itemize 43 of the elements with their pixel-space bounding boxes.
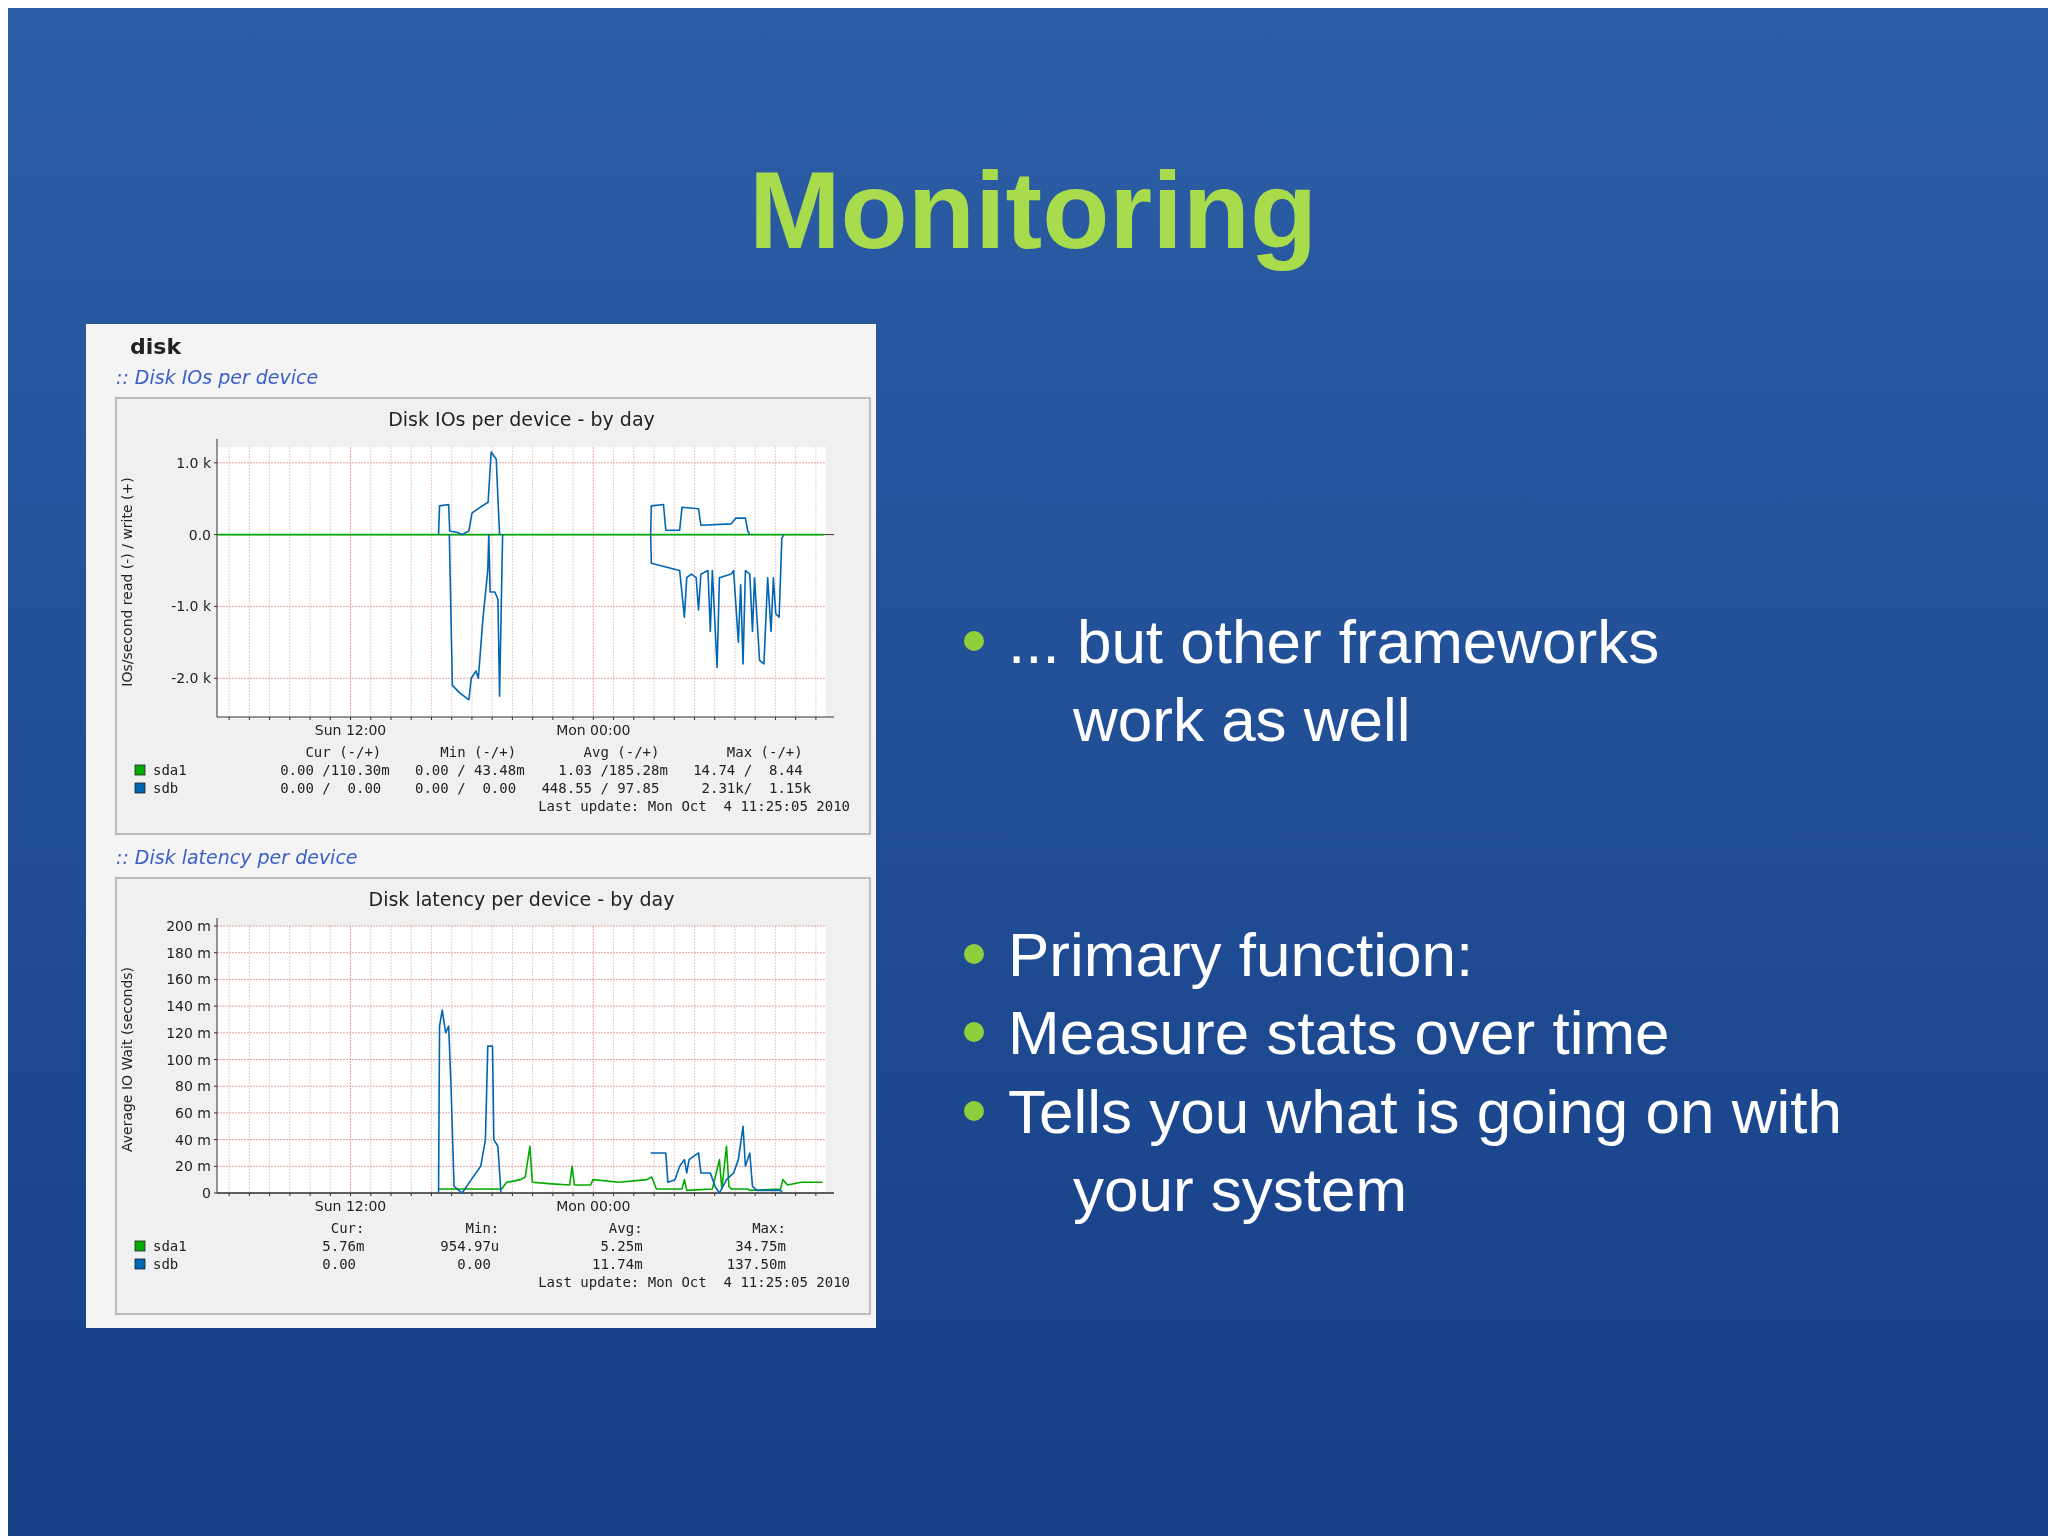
text: Last update: Mon Oct 4 11:25:05 2010 bbox=[538, 798, 850, 814]
x-tick-label: Mon 00:00 bbox=[556, 1198, 631, 1214]
y-tick-label: 0.0 bbox=[188, 526, 211, 543]
legend-label: sdb bbox=[153, 1256, 179, 1272]
text: 0.00 0.00 11.74m 137.50m bbox=[238, 1256, 786, 1272]
text: Measure stats over time bbox=[1008, 998, 1670, 1067]
y-tick-label: 200 m bbox=[166, 918, 211, 934]
y-tick-label: 100 m bbox=[166, 1051, 211, 1068]
y-tick-label: 140 m bbox=[166, 998, 211, 1015]
y-axis-title: Average IO Wait (seconds) bbox=[119, 966, 135, 1153]
chart-subtitle: :: Disk latency per device bbox=[116, 846, 358, 868]
legend-label: sdb bbox=[153, 780, 179, 796]
y-tick-label: 120 m bbox=[166, 1024, 211, 1041]
text: ... but other frameworks work as well bbox=[1008, 607, 1660, 754]
text: Monitoring bbox=[748, 148, 1318, 271]
legend-label: sda1 bbox=[153, 762, 187, 778]
y-tick-label: 1.0 k bbox=[176, 454, 212, 471]
y-tick-label: -2.0 k bbox=[171, 670, 212, 687]
y-tick-label: 160 m bbox=[166, 971, 211, 988]
y-tick-label: 0 bbox=[202, 1185, 211, 1201]
y-tick-label: 80 m bbox=[175, 1078, 211, 1095]
text: 5.76m 954.97u 5.25m 34.75m bbox=[238, 1238, 786, 1254]
y-tick-label: 20 m bbox=[175, 1158, 211, 1175]
text: Last update: Mon Oct 4 11:25:05 2010 bbox=[538, 1274, 850, 1290]
y-tick-label: 40 m bbox=[175, 1131, 211, 1148]
legend-label: sda1 bbox=[153, 1238, 187, 1254]
chart-title: Disk IOs per device - by day bbox=[388, 408, 655, 430]
y-tick-label: 180 m bbox=[166, 944, 211, 961]
x-tick-label: Sun 12:00 bbox=[314, 722, 387, 738]
y-axis-title: IOs/second read (-) / write (+) bbox=[119, 477, 135, 687]
x-tick-label: Sun 12:00 bbox=[314, 1198, 387, 1214]
chart-title: Disk latency per device - by day bbox=[368, 888, 675, 910]
chart-subtitle: :: Disk IOs per device bbox=[116, 366, 319, 388]
text: Tells you what is going on with your system bbox=[1008, 1077, 1843, 1224]
text: Cur: Min: Avg: Max: bbox=[238, 1220, 786, 1236]
text: Cur (-/+) Min (-/+) Avg (-/+) Max (-/+) bbox=[238, 744, 803, 760]
x-tick-label: Mon 00:00 bbox=[556, 722, 631, 738]
y-tick-label: 60 m bbox=[175, 1104, 211, 1121]
text: 0.00 /110.30m 0.00 / 43.48m 1.03 /185.28m 14.74 / 8.44 bbox=[238, 762, 803, 778]
text: disk bbox=[130, 334, 183, 359]
text: Primary function: bbox=[1008, 920, 1474, 989]
text: 0.00 / 0.00 0.00 / 0.00 448.55 / 97.85 2.31k/ 1.15k bbox=[238, 780, 812, 796]
y-tick-label: -1.0 k bbox=[171, 598, 212, 615]
